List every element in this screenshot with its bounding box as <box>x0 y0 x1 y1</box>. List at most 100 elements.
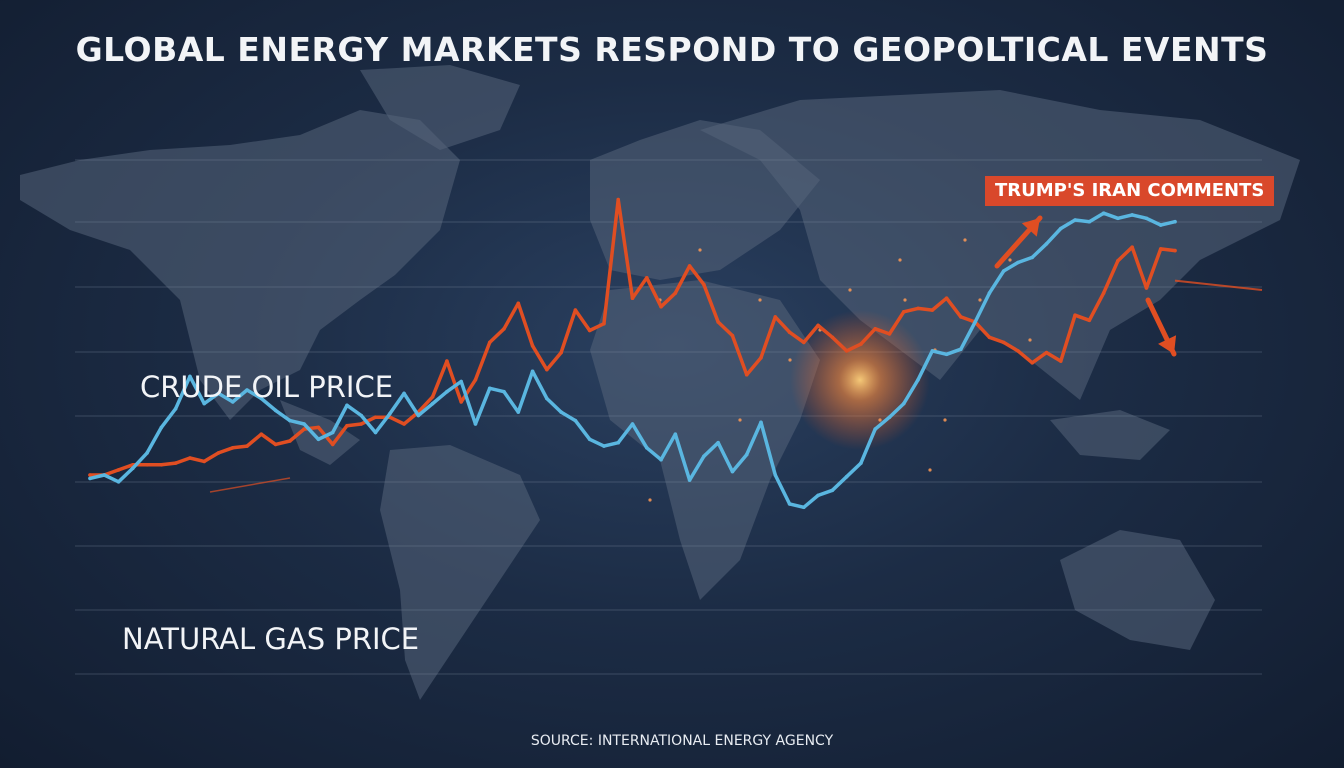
oil-point <box>616 197 621 202</box>
gas-point <box>1116 216 1120 221</box>
gas-point <box>1087 219 1092 224</box>
oil-point <box>173 461 178 465</box>
gas-point <box>502 389 506 394</box>
gas-point <box>873 427 877 431</box>
gas-point <box>159 425 164 430</box>
oil-point <box>759 355 763 360</box>
gas-point <box>1030 255 1035 260</box>
oil-point <box>273 442 278 447</box>
gas-point <box>916 378 920 382</box>
oil-point <box>816 323 820 328</box>
gas-point <box>987 291 992 295</box>
spark <box>928 468 932 472</box>
gas-point <box>188 374 192 379</box>
oil-point <box>873 327 877 331</box>
oil-point <box>1130 245 1134 249</box>
oil-point <box>830 335 835 340</box>
gas-point <box>702 454 706 459</box>
gas-point <box>787 502 792 506</box>
oil-point <box>430 395 435 399</box>
oil-point <box>744 372 749 377</box>
oil-point <box>687 264 692 268</box>
gas-point <box>887 415 892 420</box>
spark <box>878 418 882 422</box>
gas-point <box>173 406 178 411</box>
gas-point <box>616 440 621 445</box>
oil-series-label: CRUDE OIL PRICE <box>140 370 394 404</box>
series-layer <box>88 197 1263 510</box>
oil-point <box>1058 359 1063 363</box>
oil-point <box>1016 349 1020 353</box>
gas-point <box>930 349 935 353</box>
oil-point <box>702 282 706 287</box>
oil-point <box>345 423 349 428</box>
oil-point <box>1030 361 1035 365</box>
gas-point <box>216 391 221 396</box>
gas-point <box>1144 216 1149 221</box>
oil-point <box>559 350 563 355</box>
gas-point <box>1158 223 1163 227</box>
gas-point <box>430 401 435 406</box>
oil-point <box>230 446 235 450</box>
spark <box>898 258 902 262</box>
oil-point <box>1044 350 1049 355</box>
gas-point <box>759 420 763 425</box>
gas-point <box>273 408 278 413</box>
gas-point <box>102 473 107 477</box>
oil-faint-line <box>209 477 291 493</box>
oil-point <box>773 315 778 319</box>
gas-point <box>673 432 678 437</box>
gas-point <box>959 347 963 352</box>
gas-point <box>330 430 335 435</box>
oil-point <box>987 335 992 340</box>
oil-point <box>844 349 849 353</box>
spark <box>943 418 947 422</box>
oil-point <box>944 296 949 301</box>
oil-point <box>445 359 449 363</box>
chart-grid <box>75 159 1262 675</box>
oil-point <box>359 422 364 426</box>
spark <box>963 238 967 242</box>
oil-point <box>373 415 378 420</box>
gas-point <box>1101 211 1106 215</box>
gas-point <box>402 391 406 396</box>
oil-point <box>487 340 492 345</box>
spark <box>903 298 907 302</box>
gas-point <box>730 469 735 474</box>
oil-point <box>630 296 635 301</box>
gas-point <box>131 466 135 471</box>
gas-point <box>545 396 549 401</box>
gas-point <box>773 473 778 477</box>
oil-point <box>530 344 535 348</box>
gas-point <box>973 320 977 324</box>
gas-point <box>844 474 849 479</box>
oil-point <box>859 342 863 346</box>
world-map-background <box>20 65 1300 700</box>
gas-point <box>630 422 635 426</box>
gas-point <box>1044 242 1049 246</box>
oil-point <box>802 340 806 345</box>
gas-point <box>116 480 121 484</box>
gas-series-label: NATURAL GAS PRICE <box>122 622 420 656</box>
gas-point <box>1173 219 1177 224</box>
gas-point <box>359 413 364 418</box>
oil-point <box>402 422 406 426</box>
oil-point <box>216 451 221 455</box>
oil-point <box>602 321 606 326</box>
gas-point <box>516 410 521 414</box>
oil-point <box>1001 340 1006 345</box>
spark <box>1008 258 1012 262</box>
oil-point <box>459 400 463 404</box>
gas-point <box>687 478 692 482</box>
chart-title: GLOBAL ENERGY MARKETS RESPOND TO GEOPOLT… <box>75 30 1269 69</box>
spark <box>1028 338 1032 342</box>
oil-point <box>145 463 149 467</box>
gas-point <box>1130 213 1134 217</box>
gas-point <box>901 401 906 406</box>
oil-point <box>673 291 678 295</box>
spark <box>648 498 652 502</box>
gas-point <box>88 476 92 481</box>
gas-point <box>1073 218 1077 222</box>
gas-point <box>1001 269 1006 273</box>
spark <box>848 288 852 292</box>
